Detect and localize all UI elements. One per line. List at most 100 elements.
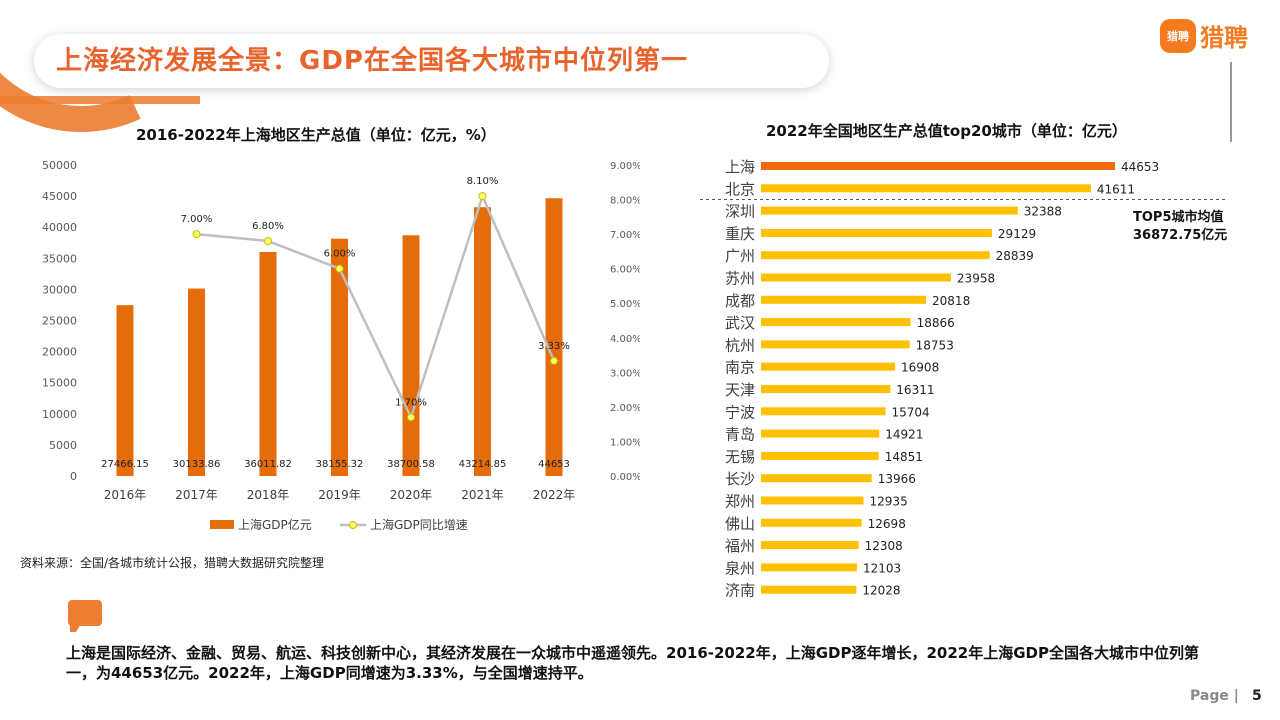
city-bar xyxy=(761,162,1115,170)
city-value-label: 12103 xyxy=(863,561,901,575)
gdp-bar xyxy=(259,252,277,476)
city-value-label: 14851 xyxy=(885,450,923,464)
y-axis-tick: 5000 xyxy=(49,439,77,452)
legend-line-label: 上海GDP同比增速 xyxy=(370,517,468,532)
city-label: 宁波 xyxy=(725,403,755,421)
y-axis-tick: 10000 xyxy=(42,408,77,421)
city-label: 上海 xyxy=(725,158,755,176)
summary-text: 上海是国际经济、金融、贸易、航运、科技创新中心，其经济发展在一众城市中遥遥领先。… xyxy=(66,644,1199,682)
legend-bar-swatch xyxy=(210,520,234,529)
city-value-label: 28839 xyxy=(996,249,1034,263)
x-axis-tick: 2021年 xyxy=(461,488,504,502)
city-value-label: 14921 xyxy=(885,428,923,442)
city-value-label: 41611 xyxy=(1097,182,1135,196)
data-source: 资料来源：全国/各城市统计公报，猎聘大数据研究院整理 xyxy=(20,556,325,570)
city-bar xyxy=(761,251,990,260)
x-axis-tick: 2020年 xyxy=(390,488,433,502)
bar-data-label: 43214.85 xyxy=(459,459,507,470)
page-label: Page | xyxy=(1190,688,1239,704)
city-label: 长沙 xyxy=(725,470,755,488)
city-bar xyxy=(761,585,857,594)
city-label: 深圳 xyxy=(725,203,755,221)
y-axis-tick: 15000 xyxy=(42,377,77,390)
city-label: 武汉 xyxy=(725,314,755,332)
x-axis-tick: 2022年 xyxy=(533,488,576,502)
city-label: 苏州 xyxy=(725,270,755,288)
x-axis-tick: 2018年 xyxy=(247,488,290,502)
city-value-label: 12028 xyxy=(862,584,900,598)
city-bar xyxy=(761,295,927,304)
city-bar xyxy=(761,362,896,371)
bar-data-label: 44653 xyxy=(538,459,570,470)
y-axis-tick: 50000 xyxy=(42,159,77,172)
y2-axis-tick: 1.00% xyxy=(610,437,640,448)
city-bar xyxy=(761,184,1091,193)
x-axis-tick: 2017年 xyxy=(175,488,218,502)
city-label: 广州 xyxy=(725,247,755,265)
y2-axis-tick: 7.00% xyxy=(610,230,640,241)
y-axis-tick: 25000 xyxy=(42,315,77,328)
header-divider xyxy=(1230,62,1232,142)
city-bar xyxy=(761,340,910,349)
city-label: 佛山 xyxy=(725,515,755,533)
bar-data-label: 30133.86 xyxy=(173,459,221,470)
line-data-label: 3.33% xyxy=(538,341,570,352)
city-value-label: 44653 xyxy=(1121,160,1159,174)
city-bar xyxy=(761,541,859,550)
city-bar xyxy=(761,451,879,460)
y2-axis-tick: 4.00% xyxy=(610,334,640,345)
y2-axis-tick: 0.00% xyxy=(610,472,640,483)
note-line-2: 36872.75亿元 xyxy=(1133,228,1228,243)
decorative-stripe xyxy=(0,96,200,104)
gdp-bar xyxy=(188,288,205,476)
city-bar xyxy=(761,273,951,282)
city-label: 北京 xyxy=(725,180,755,198)
y2-axis-tick: 8.00% xyxy=(610,196,640,207)
city-label: 济南 xyxy=(725,582,755,600)
y-axis-tick: 35000 xyxy=(42,252,77,265)
x-axis-tick: 2019年 xyxy=(318,488,361,502)
line-data-label: 8.10% xyxy=(467,176,499,187)
gdp-bar xyxy=(545,198,563,476)
city-value-label: 23958 xyxy=(957,272,995,286)
y2-axis-tick: 5.00% xyxy=(610,299,640,310)
city-label: 南京 xyxy=(725,359,755,377)
y-axis-tick: 45000 xyxy=(42,190,77,203)
city-value-label: 16311 xyxy=(896,383,934,397)
city-label: 杭州 xyxy=(725,336,755,354)
top20-city-chart: 上海 44653 北京 41611 深圳 32388 重庆 29129 广州 28839 苏州 239… xyxy=(700,158,1225,600)
city-value-label: 20818 xyxy=(932,294,970,308)
line-data-label: 6.00% xyxy=(324,249,356,260)
bar-data-label: 36011.82 xyxy=(244,459,292,470)
city-label: 青岛 xyxy=(725,426,755,444)
city-bar xyxy=(761,518,862,527)
bar-data-label: 38700.58 xyxy=(387,459,435,470)
y-axis-tick: 40000 xyxy=(42,221,77,234)
y-axis-tick: 20000 xyxy=(42,346,77,359)
city-value-label: 18866 xyxy=(917,316,955,330)
y2-axis-tick: 2.00% xyxy=(610,403,640,414)
growth-rate-point xyxy=(192,230,201,239)
city-label: 福州 xyxy=(725,537,755,555)
city-bar xyxy=(761,206,1018,215)
city-value-label: 12935 xyxy=(870,495,908,509)
city-value-label: 12308 xyxy=(865,539,903,553)
growth-rate-point xyxy=(264,237,272,246)
city-value-label: 16908 xyxy=(901,361,939,375)
city-bar xyxy=(761,385,891,393)
city-label: 无锡 xyxy=(725,448,755,466)
page-number: 5 xyxy=(1252,688,1262,704)
city-label: 郑州 xyxy=(725,493,755,511)
city-label: 成都 xyxy=(725,292,755,310)
line-data-label: 7.00% xyxy=(181,214,213,225)
city-label: 重庆 xyxy=(725,225,755,243)
page-title: 上海经济发展全景：GDP在全国各大城市中位列第一 xyxy=(56,46,688,76)
logo-badge-icon: 猎聘 xyxy=(1160,18,1196,53)
city-value-label: 13966 xyxy=(878,472,916,486)
city-value-label: 32388 xyxy=(1024,205,1062,219)
city-bar xyxy=(761,318,911,327)
city-label: 天津 xyxy=(725,381,755,399)
city-bar xyxy=(761,407,886,416)
city-value-label: 18753 xyxy=(916,338,954,352)
growth-rate-point xyxy=(407,413,415,422)
